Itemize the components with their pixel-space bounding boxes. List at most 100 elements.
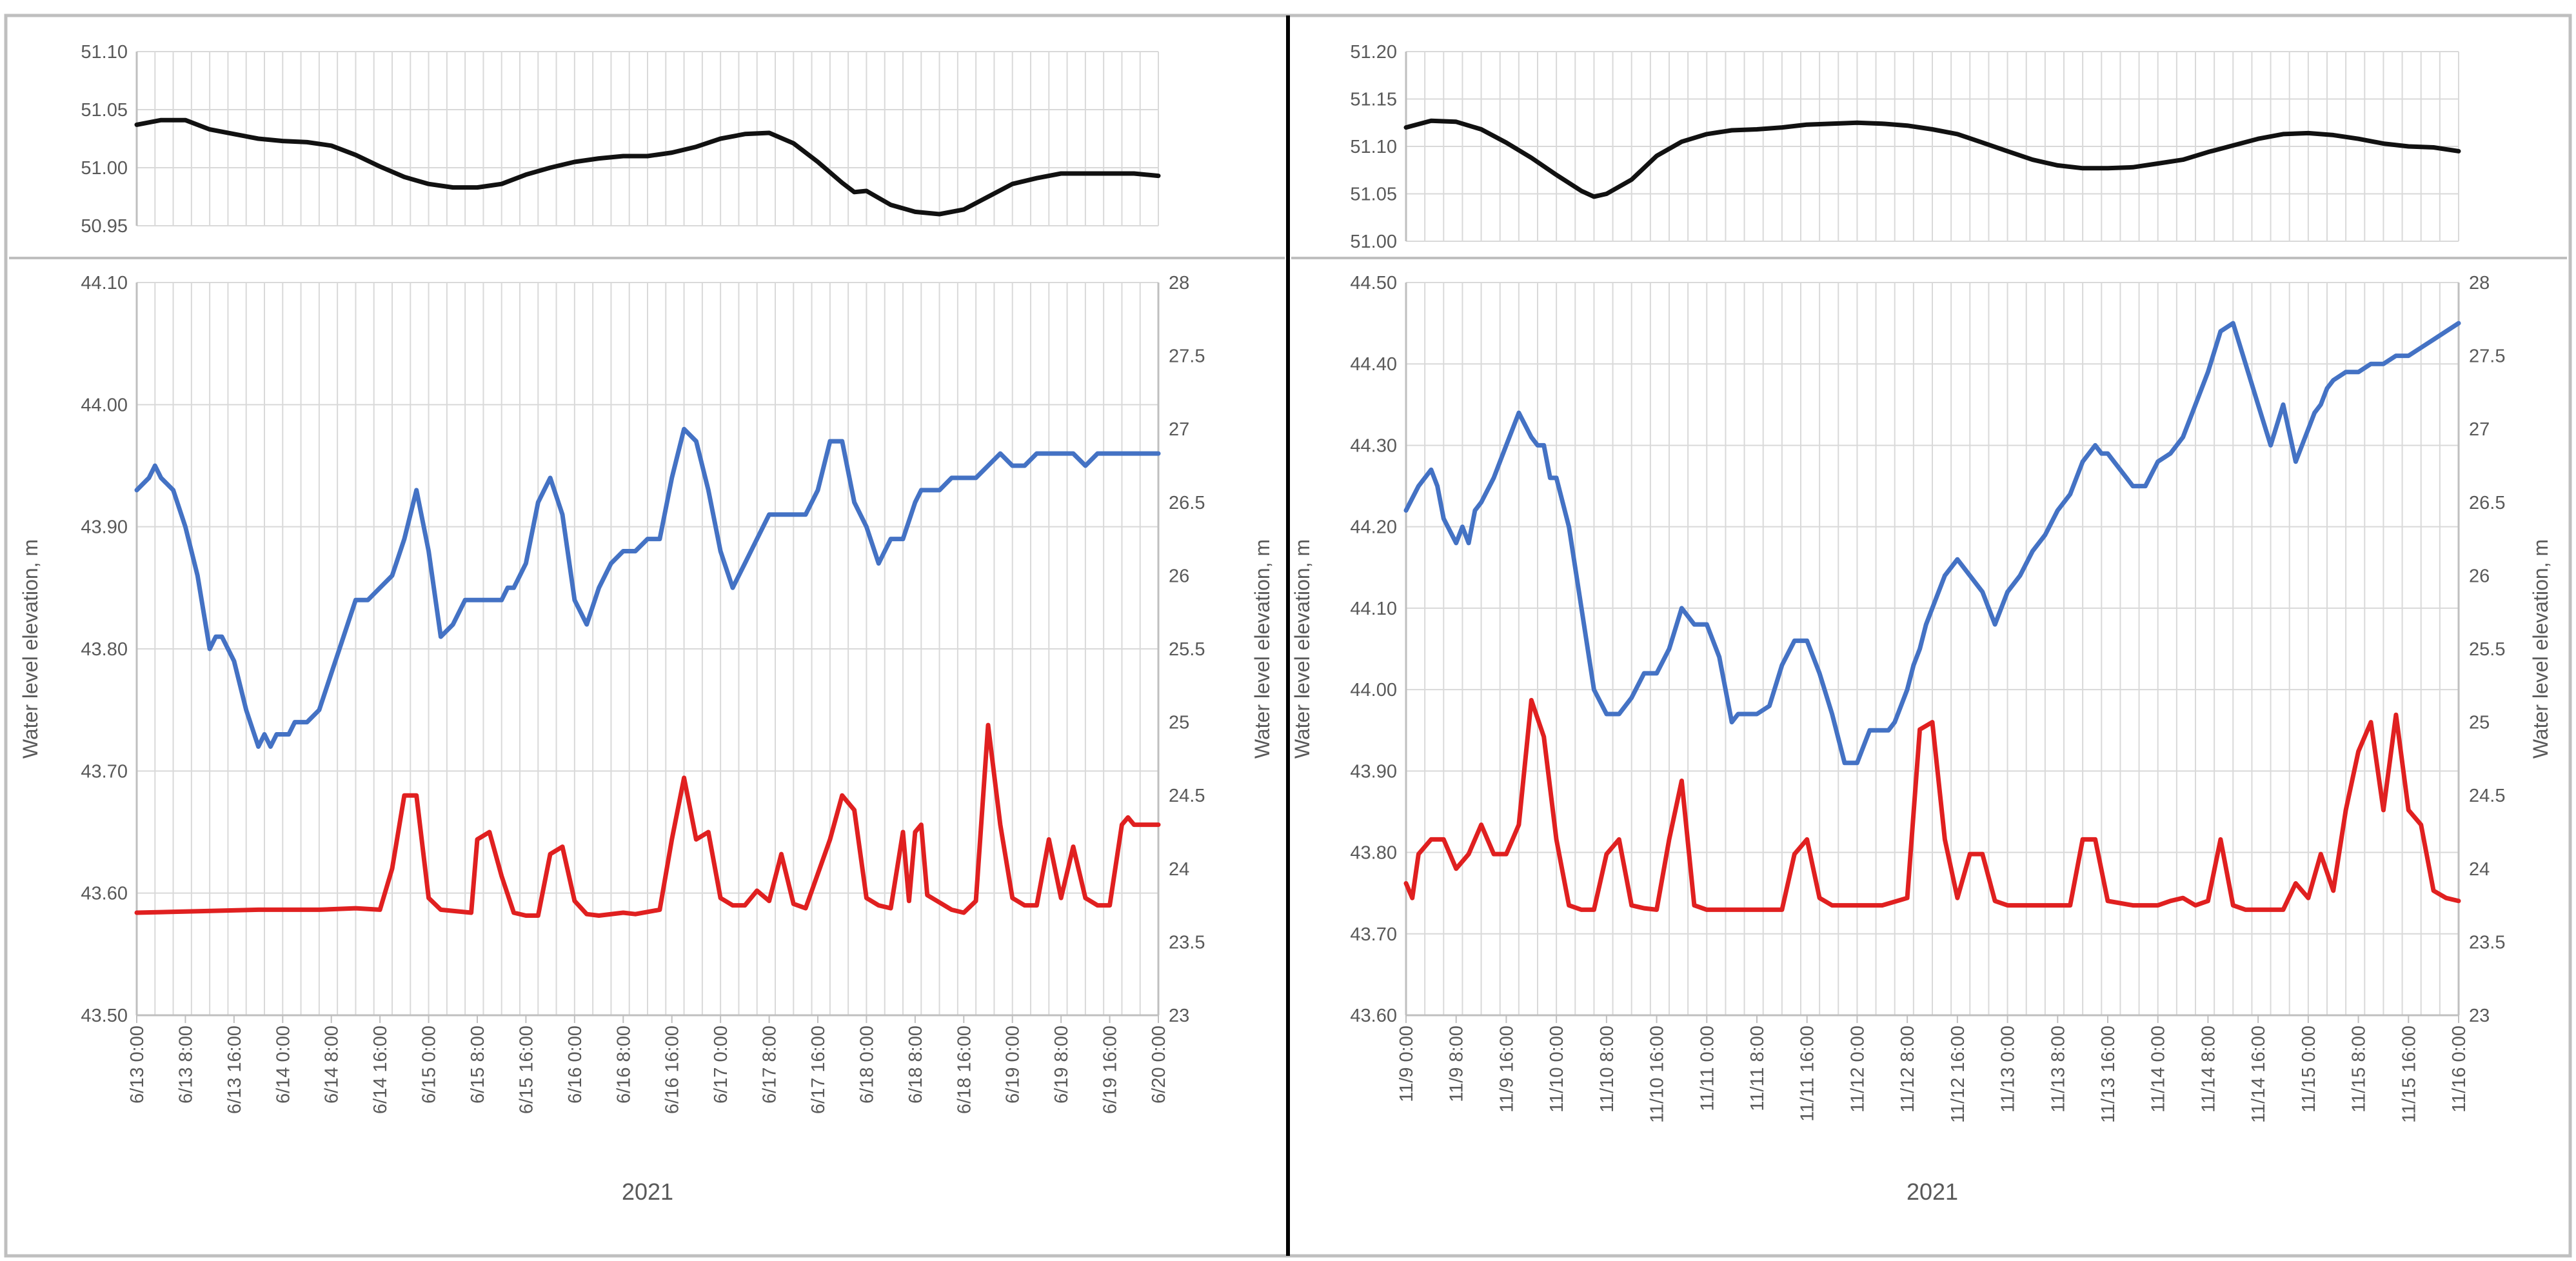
june-top-series-black-line xyxy=(134,117,1161,217)
chart-panels: 51.10 51.05 51.00 50.95 44.10 44.00 43.90 43.80… xyxy=(19,42,2552,1205)
november-right-y-tick-label: 23.5 xyxy=(2469,932,2505,953)
june-right-y-tick-label: 23 xyxy=(1169,1006,1189,1026)
november-x-tick-label: 11/13 8:00 xyxy=(2048,1026,2068,1113)
november-right-y-tick-label: 24 xyxy=(2469,859,2490,880)
june-right-y-tick-label: 28 xyxy=(1169,273,1189,293)
june-left-y-axis-title: Water level elevation, m xyxy=(19,539,42,759)
november-x-tick-label: 11/15 8:00 xyxy=(2349,1026,2370,1113)
june-top-y-tick-label: 51.10 xyxy=(81,42,128,63)
june-right-y-axis-title: Water level elevation, m xyxy=(1251,539,1274,759)
june-top-y-tick-label: 51.05 xyxy=(81,100,128,121)
november-right-y-tick-label: 28 xyxy=(2469,273,2490,293)
november-right-y-tick-label: 27.5 xyxy=(2469,346,2505,367)
june-x-tick-label: 6/13 8:00 xyxy=(175,1026,196,1104)
june-bottom-series-red-line xyxy=(134,722,1161,918)
november-x-tick-label: 11/16 0:00 xyxy=(2449,1026,2470,1113)
june-left-y-tick-label: 44.00 xyxy=(81,395,128,415)
june-x-tick-label: 6/13 0:00 xyxy=(127,1026,148,1104)
june-left-y-tick-label: 44.10 xyxy=(81,273,128,293)
june-bottom-chart: 44.10 44.00 43.90 43.80 43.70 43.60 43.50 28 27.… xyxy=(19,273,1274,1205)
june-right-y-tick-label: 26 xyxy=(1169,566,1189,586)
june-x-tick-label: 6/16 0:00 xyxy=(565,1026,586,1104)
november-x-tick-label: 11/13 16:00 xyxy=(2098,1026,2119,1123)
june-right-y-tick-label: 26.5 xyxy=(1169,493,1205,513)
june-left-y-tick-label: 43.80 xyxy=(81,639,128,660)
june-x-tick-label: 6/16 8:00 xyxy=(613,1026,634,1104)
june-x-tick-label: 6/18 8:00 xyxy=(906,1026,926,1104)
november-year-label: 2021 xyxy=(1907,1178,1958,1205)
june-top-chart: 51.10 51.05 51.00 50.95 xyxy=(81,42,1161,237)
november-x-tick-label: 11/14 16:00 xyxy=(2248,1026,2269,1123)
november-x-tick-label: 11/10 16:00 xyxy=(1647,1026,1668,1123)
june-right-y-tick-label: 27 xyxy=(1169,419,1189,440)
november-left-y-tick-label: 43.80 xyxy=(1350,843,1397,864)
november-x-tick-label: 11/12 16:00 xyxy=(1948,1026,1968,1123)
june-right-y-tick-label: 27.5 xyxy=(1169,346,1205,367)
november-left-y-tick-label: 43.90 xyxy=(1350,761,1397,782)
november-left-y-tick-label: 44.40 xyxy=(1350,354,1397,375)
november-panel: 51.20 51.15 51.10 51.05 51.00 44.50 44.40 44.30… xyxy=(1291,42,2552,1205)
june-x-tick-label: 6/14 8:00 xyxy=(322,1026,342,1104)
june-x-tick-label: 6/13 16:00 xyxy=(224,1026,245,1114)
june-x-tick-label: 6/19 8:00 xyxy=(1051,1026,1072,1104)
june-right-y-tick-label: 23.5 xyxy=(1169,932,1205,953)
november-right-y-axis-title: Water level elevation, m xyxy=(2529,539,2552,759)
november-x-tick-label: 11/11 0:00 xyxy=(1697,1026,1718,1111)
november-x-tick-label: 11/11 8:00 xyxy=(1747,1026,1768,1111)
november-top-y-tick-label: 51.05 xyxy=(1350,184,1397,205)
june-right-y-tick-label: 24.5 xyxy=(1169,786,1205,806)
june-right-y-tick-label: 24 xyxy=(1169,859,1189,880)
june-x-tick-label: 6/17 0:00 xyxy=(711,1026,731,1104)
june-x-tick-label: 6/14 0:00 xyxy=(273,1026,293,1104)
november-right-y-tick-label: 27 xyxy=(2469,419,2490,440)
june-x-tick-label: 6/18 16:00 xyxy=(954,1026,975,1114)
november-left-y-tick-label: 43.70 xyxy=(1350,924,1397,945)
june-year-label: 2021 xyxy=(622,1178,673,1205)
june-x-tick-label: 6/17 8:00 xyxy=(760,1026,780,1104)
november-x-tick-label: 11/12 0:00 xyxy=(1847,1026,1868,1113)
november-top-y-tick-label: 51.00 xyxy=(1350,232,1397,252)
june-x-tick-label: 6/15 0:00 xyxy=(419,1026,440,1104)
november-left-y-tick-label: 43.60 xyxy=(1350,1006,1397,1026)
june-top-y-tick-label: 51.00 xyxy=(81,158,128,179)
november-top-y-tick-label: 51.15 xyxy=(1350,90,1397,110)
june-x-tick-label: 6/19 16:00 xyxy=(1100,1026,1121,1114)
june-x-tick-label: 6/18 0:00 xyxy=(857,1026,877,1104)
june-x-tick-label: 6/15 16:00 xyxy=(516,1026,537,1114)
june-top-y-tick-label: 50.95 xyxy=(81,216,128,237)
november-x-tick-label: 11/15 0:00 xyxy=(2299,1026,2319,1113)
november-right-y-tick-label: 23 xyxy=(2469,1006,2490,1026)
november-right-y-tick-label: 25 xyxy=(2469,713,2490,733)
november-x-tick-label: 11/14 0:00 xyxy=(2148,1026,2169,1113)
november-x-tick-label: 11/14 8:00 xyxy=(2198,1026,2219,1113)
june-left-y-tick-label: 43.90 xyxy=(81,517,128,538)
june-x-tick-label: 6/19 0:00 xyxy=(1003,1026,1024,1104)
november-bottom-series-blue-line xyxy=(1403,321,2461,766)
june-panel: 51.10 51.05 51.00 50.95 44.10 44.00 43.90 43.80… xyxy=(19,42,1274,1205)
june-right-y-tick-label: 25.5 xyxy=(1169,639,1205,660)
november-left-y-tick-label: 44.30 xyxy=(1350,435,1397,456)
june-right-y-tick-label: 25 xyxy=(1169,713,1189,733)
november-left-y-tick-label: 44.20 xyxy=(1350,517,1397,538)
june-x-tick-label: 6/17 16:00 xyxy=(808,1026,829,1114)
november-top-series-black-line xyxy=(1403,118,2461,199)
june-bottom-series-blue-line xyxy=(134,426,1161,749)
june-left-y-tick-label: 43.70 xyxy=(81,761,128,782)
november-left-y-tick-label: 44.50 xyxy=(1350,273,1397,293)
november-x-tick-label: 11/10 8:00 xyxy=(1597,1026,1618,1113)
november-left-y-tick-label: 44.10 xyxy=(1350,599,1397,619)
june-x-tick-label: 6/20 0:00 xyxy=(1149,1026,1169,1104)
november-right-y-tick-label: 26 xyxy=(2469,566,2490,586)
november-bottom-chart: 44.50 44.40 44.30 44.20 44.10 44.00 43.90 43.80… xyxy=(1291,273,2552,1205)
november-x-tick-label: 11/9 16:00 xyxy=(1496,1026,1517,1113)
november-right-y-tick-label: 24.5 xyxy=(2469,786,2505,806)
november-x-tick-label: 11/13 0:00 xyxy=(1998,1026,2019,1113)
november-top-y-tick-label: 51.20 xyxy=(1350,42,1397,63)
june-x-tick-label: 6/16 16:00 xyxy=(662,1026,683,1114)
november-x-tick-label: 11/9 0:00 xyxy=(1396,1026,1417,1102)
november-x-tick-label: 11/15 16:00 xyxy=(2399,1026,2419,1123)
june-left-y-tick-label: 43.60 xyxy=(81,884,128,904)
november-bottom-series-red-line xyxy=(1403,698,2461,912)
november-x-tick-label: 11/10 0:00 xyxy=(1547,1026,1567,1113)
